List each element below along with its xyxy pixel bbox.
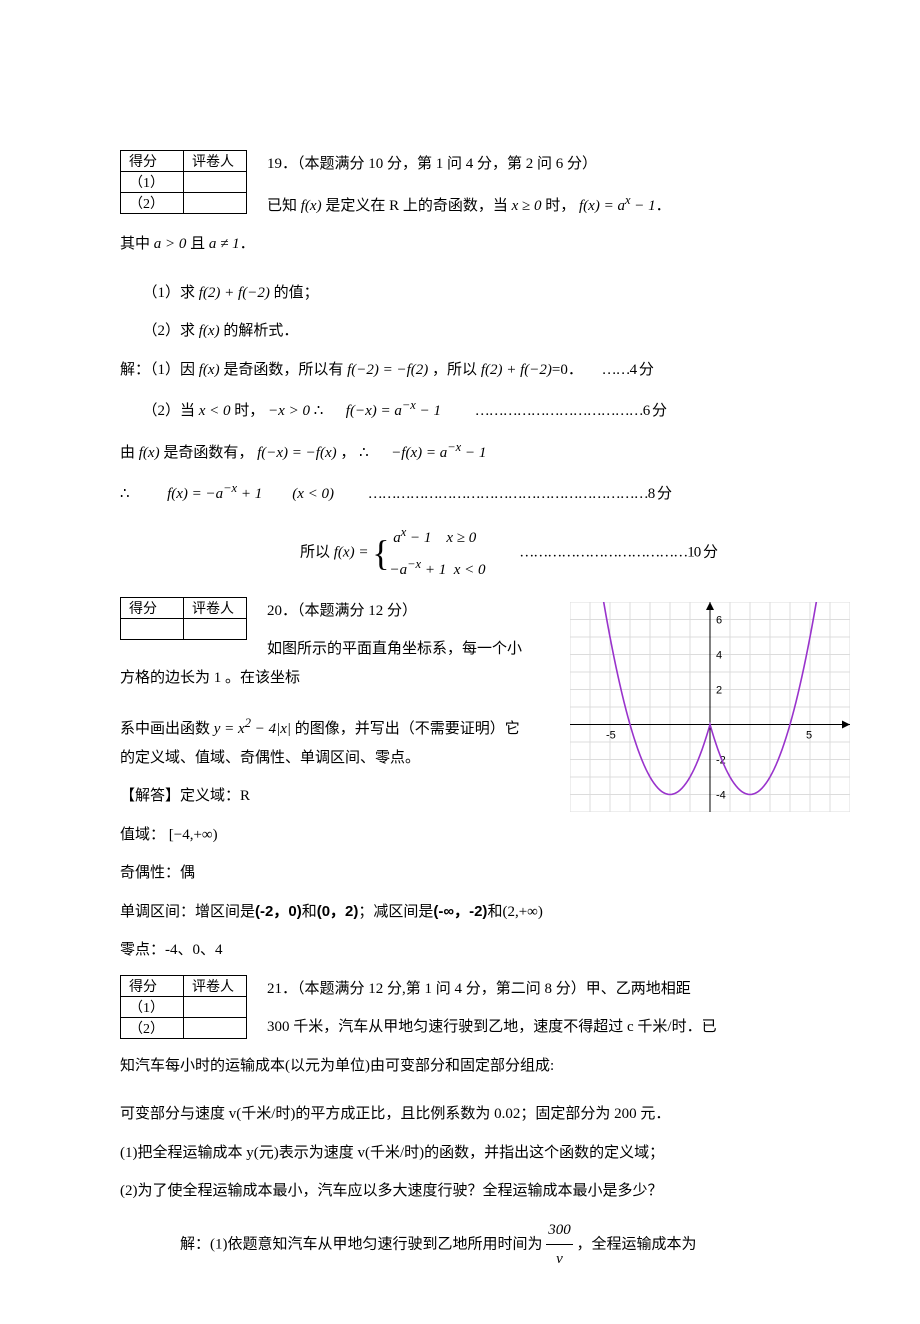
q21-line3: 知汽车每小时的运输成本(以元为单位)由可变部分和固定部分组成: [120, 1052, 820, 1081]
svg-text:2: 2 [716, 684, 722, 696]
score-row-2: （2） [121, 193, 184, 214]
svg-text:-5: -5 [606, 729, 616, 741]
svg-text:5: 5 [806, 729, 812, 741]
q21-sol: 解：(1)依题意知汽车从甲地匀速行驶到乙地所用时间为 300 v ，全程运输成本… [120, 1216, 820, 1274]
q20-ans-mono: 单调区间：增区间是(-2，0)和(0，2)；减区间是(-∞，-2)和(2,+∞) [120, 898, 820, 927]
q19-sol1: 解：（1）因 f(x) 是奇函数，所以有 f(−2) = −f(2) ，所以 f… [120, 356, 820, 385]
q20-ans-zeros: 零点：-4、0、4 [120, 936, 820, 965]
score-table-21: 得分评卷人 （1） （2） [120, 975, 247, 1039]
q19-line2: 其中 a > 0 且 a ≠ 1． [120, 230, 820, 259]
q20-line2: 系中画出函数 y = x2 − 4|x| 的图像，并写出（不需要证明）它的定义域… [120, 712, 530, 772]
score-row-1: （1） [121, 172, 184, 193]
score-header: 得分 [121, 151, 184, 172]
q20-graph: -55246-2-4 [570, 602, 850, 812]
question-21: 得分评卷人 （1） （2） 21．（本题满分 12 分,第 1 问 4 分，第二… [120, 975, 820, 1274]
question-19: 得分评卷人 （1） （2） 19．（本题满分 10 分，第 1 问 4 分，第 … [120, 150, 820, 587]
svg-text:-4: -4 [716, 789, 726, 801]
q19-sol4: ∴ f(x) = −a−x + 1 (x < 0) ……………………………………… [120, 477, 820, 509]
q21-line4: 可变部分与速度 v(千米/时)的平方成正比，且比例系数为 0.02；固定部分为 … [120, 1100, 820, 1129]
q20-ans-range: 值域： [−4,+∞) [120, 821, 820, 850]
q19-sol5: 所以 f(x) = { ax − 1 x ≥ 0 −a−x + 1 x < 0 … [120, 519, 820, 587]
q19-sol2: （2）当 x < 0 时， −x > 0 ∴ f(−x) = a−x − 1 …… [120, 394, 820, 426]
q20-line1: 如图所示的平面直角坐标系，每一个小方格的边长为 1 。在该坐标 [120, 635, 530, 692]
score-table-20: 得分评卷人 [120, 597, 247, 640]
svg-text:4: 4 [716, 649, 722, 661]
svg-text:6: 6 [716, 614, 722, 626]
q19-sub2: （2）求 f(x) 的解析式． [120, 317, 820, 346]
score-table-19: 得分评卷人 （1） （2） [120, 150, 247, 214]
question-20: -55246-2-4 得分评卷人 20．（本题满分 12 分） 如图所示的平面直… [120, 597, 820, 965]
q19-sol3: 由 f(x) 是奇函数有， f(−x) = −f(x) ， ∴ −f(x) = … [120, 436, 820, 468]
q21-sub1: (1)把全程运输成本 y(元)表示为速度 v(千米/时)的函数，并指出这个函数的… [120, 1139, 820, 1168]
q20-ans-parity: 奇偶性：偶 [120, 859, 820, 888]
q19-sub1: （1）求 f(2) + f(−2) 的值； [120, 279, 820, 308]
grader-header: 评卷人 [184, 151, 247, 172]
q21-sub2: (2)为了使全程运输成本最小，汽车应以多大速度行驶？全程运输成本最小是多少？ [120, 1177, 820, 1206]
